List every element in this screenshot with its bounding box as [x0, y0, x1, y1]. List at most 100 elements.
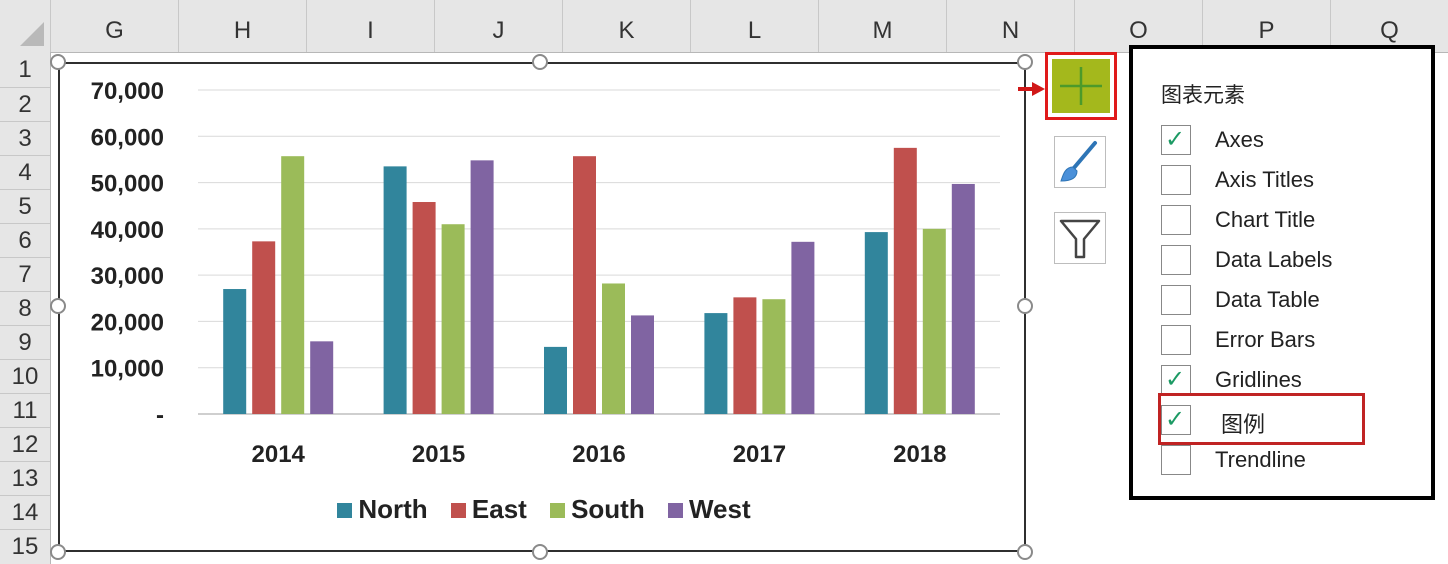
bar-south-2016 — [602, 283, 625, 414]
legend-swatch-north — [337, 503, 353, 518]
legend-swatch-south — [550, 503, 566, 518]
check-icon: ✓ — [1165, 406, 1186, 433]
resize-handle-left[interactable] — [50, 298, 66, 314]
legend-label-east: East — [471, 494, 527, 524]
bar-east-2016 — [573, 156, 596, 414]
column-header-l[interactable]: L — [691, 0, 819, 52]
row-header-1[interactable]: 1 — [0, 52, 50, 88]
row-header-15[interactable]: 15 — [11, 533, 39, 560]
row-header-12[interactable]: 12 — [0, 428, 50, 462]
option-label-error-bars: Error Bars — [1215, 327, 1316, 352]
resize-handle-top-left[interactable] — [50, 54, 66, 70]
checkbox-axes[interactable]: ✓ — [1161, 125, 1191, 155]
bar-south-2018 — [922, 228, 946, 414]
bar-east-2015 — [412, 202, 436, 414]
column-header-n[interactable]: N — [947, 0, 1075, 52]
column-header-h[interactable]: H — [179, 0, 307, 52]
chart-elements-panel: 图表元素 ✓ Axes Axis Titles Chart Title Data… — [1129, 45, 1435, 500]
checkbox-gridlines[interactable]: ✓ — [1161, 365, 1191, 395]
column-header-k[interactable]: K — [563, 0, 691, 52]
resize-handle-top-right[interactable] — [1017, 54, 1033, 70]
select-all-triangle-icon — [20, 22, 44, 46]
option-label-trendline: Trendline — [1215, 447, 1306, 472]
legend-item-west[interactable]: West — [667, 494, 751, 525]
row-header-13[interactable]: 13 — [0, 462, 50, 496]
y-tick-label: 10,000 — [91, 356, 164, 383]
row-header-3[interactable]: 3 — [0, 122, 50, 156]
legend-label-west: West — [688, 494, 751, 524]
column-header-j[interactable]: J — [435, 0, 563, 52]
checkbox-data-table[interactable] — [1161, 285, 1191, 315]
bar-east-2017 — [733, 297, 757, 414]
option-label-axis-titles: Axis Titles — [1215, 167, 1315, 192]
chart-legend[interactable]: North East South West — [60, 494, 1028, 525]
x-tick-label: 2018 — [893, 441, 946, 468]
column-header-g[interactable]: G — [51, 0, 179, 52]
checkbox-chart-title[interactable] — [1161, 205, 1191, 235]
option-label-gridlines: Gridlines — [1215, 367, 1302, 392]
column-chart: - 10,000 20,000 30,000 40,000 50,000 60,000 70,… — [91, 78, 1000, 468]
bar-north-2015 — [383, 166, 407, 414]
bar-north-2018 — [864, 232, 888, 414]
bar-north-2017 — [704, 313, 728, 414]
chart-styles-button[interactable] — [1054, 136, 1106, 188]
row-header-6[interactable]: 6 — [0, 224, 50, 258]
option-label-chart-title: Chart Title — [1215, 207, 1316, 232]
checkbox-data-labels[interactable] — [1161, 245, 1191, 275]
row-header-14[interactable]: 14 — [0, 496, 50, 530]
row-header-8[interactable]: 8 — [0, 292, 50, 326]
bar-south-2014 — [281, 156, 305, 414]
resize-handle-bottom-left[interactable] — [50, 544, 66, 560]
legend-swatch-west — [667, 503, 683, 518]
chart-elements-button[interactable] — [1045, 52, 1117, 120]
option-label-legend: 图例 — [1221, 412, 1266, 437]
check-icon: ✓ — [1165, 126, 1186, 153]
column-header-i[interactable]: I — [307, 0, 435, 52]
checkbox-trendline[interactable] — [1161, 445, 1191, 475]
chart-elements-button-face — [1052, 59, 1110, 113]
y-tick-label: 20,000 — [91, 309, 164, 336]
row-header-11[interactable]: 11 — [0, 394, 50, 428]
checkbox-legend[interactable]: ✓ — [1161, 405, 1191, 435]
bar-south-2017 — [762, 299, 786, 414]
checkbox-axis-titles[interactable] — [1161, 165, 1191, 195]
column-header-m[interactable]: M — [819, 0, 947, 52]
bar-east-2014 — [252, 241, 276, 414]
row-header-7[interactable]: 7 — [0, 258, 50, 292]
x-tick-label: 2016 — [572, 441, 625, 468]
y-tick-label: 70,000 — [91, 78, 164, 105]
bar-west-2018 — [951, 183, 975, 414]
row-header-10[interactable]: 10 — [0, 360, 50, 394]
row-header-9[interactable]: 9 — [0, 326, 50, 360]
red-arrow-icon — [1018, 82, 1045, 96]
column-header-bar: G H I J K L M N O P Q — [0, 0, 1448, 53]
chart-area[interactable]: - 10,000 20,000 30,000 40,000 50,000 60,000 70,… — [58, 62, 1026, 552]
row-header-4[interactable]: 4 — [0, 156, 50, 190]
chart-filters-button[interactable] — [1054, 212, 1106, 264]
legend-item-south[interactable]: South — [550, 494, 645, 525]
column-header-p[interactable]: P — [1203, 0, 1331, 52]
legend-item-north[interactable]: North — [337, 494, 428, 525]
plus-icon — [1060, 67, 1102, 105]
legend-swatch-east — [450, 503, 466, 518]
resize-handle-top[interactable] — [532, 54, 548, 70]
resize-handle-bottom-right[interactable] — [1017, 544, 1033, 560]
column-header-o[interactable]: O — [1075, 0, 1203, 52]
option-label-data-labels: Data Labels — [1215, 247, 1333, 272]
select-all-corner[interactable] — [0, 0, 51, 52]
resize-handle-right[interactable] — [1017, 298, 1033, 314]
column-header-q[interactable]: Q — [1380, 17, 1399, 44]
legend-label-south: South — [571, 494, 645, 524]
y-tick-label: 40,000 — [91, 217, 164, 244]
legend-item-east[interactable]: East — [450, 494, 527, 525]
row-header-5[interactable]: 5 — [0, 190, 50, 224]
row-header-bar: 1 2 3 4 5 6 7 8 9 10 11 12 13 14 15 — [0, 52, 51, 564]
bar-north-2016 — [544, 346, 567, 414]
legend-label-north: North — [358, 494, 428, 524]
resize-handle-bottom[interactable] — [532, 544, 548, 560]
y-tick-label: 60,000 — [91, 124, 164, 151]
panel-title: 图表元素 — [1161, 84, 1245, 107]
bar-east-2018 — [893, 147, 917, 414]
row-header-2[interactable]: 2 — [0, 88, 50, 122]
checkbox-error-bars[interactable] — [1161, 325, 1191, 355]
